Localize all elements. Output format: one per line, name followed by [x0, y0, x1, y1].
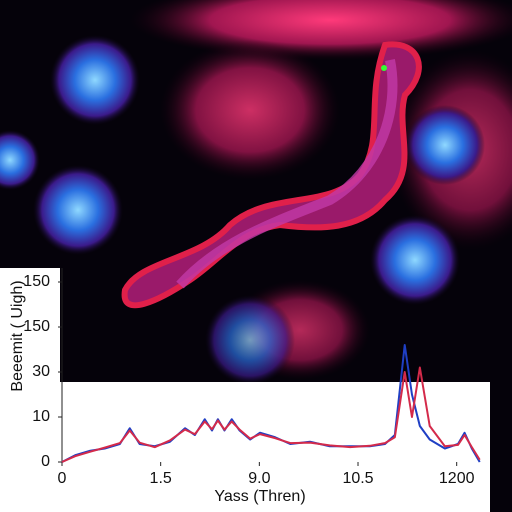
y-axis-label: Beeemit ( Uigh) — [9, 280, 26, 391]
series-line — [61, 366, 481, 463]
y-tick-label: 10 — [32, 408, 50, 425]
x-axis-label: Yass (Thren) — [214, 488, 305, 505]
x-tick-label: 1200 — [439, 470, 475, 487]
y-tick-label: 150 — [23, 273, 50, 290]
x-tick-label: 0 — [58, 470, 67, 487]
y-tick-label: 150 — [23, 318, 50, 335]
x-tick-label: 10.5 — [342, 470, 373, 487]
x-tick-label: 1.5 — [150, 470, 172, 487]
y-tick-label: 0 — [41, 453, 50, 470]
x-tick-label: 9.0 — [248, 470, 270, 487]
y-tick-label: 30 — [32, 363, 50, 380]
